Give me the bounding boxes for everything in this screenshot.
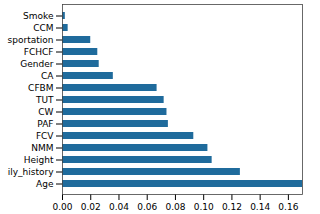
- svg-text:0.08: 0.08: [165, 202, 185, 212]
- svg-text:FCHCF: FCHCF: [24, 47, 54, 57]
- svg-text:CW: CW: [38, 107, 53, 117]
- svg-text:0.00: 0.00: [52, 202, 72, 212]
- svg-text:0.10: 0.10: [194, 202, 214, 212]
- svg-text:0.14: 0.14: [250, 202, 270, 212]
- svg-text:CA: CA: [41, 71, 54, 81]
- svg-text:0.16: 0.16: [278, 202, 298, 212]
- svg-text:Height: Height: [24, 155, 54, 165]
- svg-text:ily_history: ily_history: [8, 167, 54, 177]
- svg-text:0.04: 0.04: [109, 202, 129, 212]
- svg-text:0.12: 0.12: [222, 202, 242, 212]
- svg-text:CCM: CCM: [33, 23, 53, 33]
- svg-text:NMM: NMM: [31, 143, 53, 153]
- svg-text:CFBM: CFBM: [28, 83, 53, 93]
- svg-text:PAF: PAF: [37, 119, 53, 129]
- svg-text:0.06: 0.06: [137, 202, 157, 212]
- svg-text:FCV: FCV: [36, 131, 54, 141]
- svg-text:sportation: sportation: [8, 35, 54, 45]
- svg-text:Smoke: Smoke: [23, 11, 54, 21]
- svg-text:0.02: 0.02: [81, 202, 101, 212]
- svg-text:TUT: TUT: [35, 95, 54, 105]
- svg-text:Gender: Gender: [20, 59, 53, 69]
- svg-text:Age: Age: [36, 179, 54, 189]
